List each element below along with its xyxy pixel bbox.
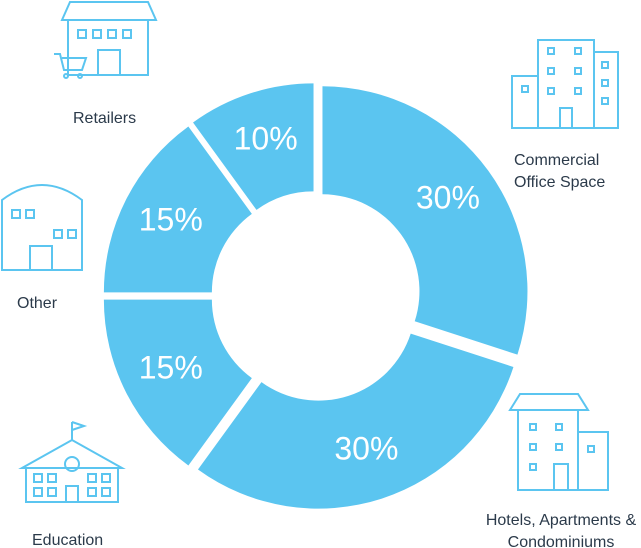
value-label: 30%	[416, 180, 480, 216]
value-label: 15%	[139, 201, 203, 237]
icon-education	[18, 421, 126, 503]
donut-segment	[103, 299, 252, 466]
icon-commercial	[511, 39, 619, 129]
value-label: 15%	[139, 349, 203, 385]
category-label: Commercial Office Space	[514, 152, 606, 191]
category-label: Other	[17, 295, 58, 312]
value-label: 30%	[334, 430, 398, 466]
category-label: Retailers	[73, 110, 137, 127]
value-label: 10%	[234, 120, 298, 156]
icon-other	[1, 184, 83, 271]
donut-segment	[197, 333, 514, 509]
donut-segment	[322, 86, 528, 355]
donut-segment	[193, 83, 314, 210]
category-label: Education	[32, 532, 104, 548]
category-label: Hotels, Apartments & Condominiums	[485, 512, 637, 548]
icon-retailers	[54, 1, 158, 79]
icon-hotels	[508, 393, 609, 491]
donut-segment	[103, 126, 252, 293]
